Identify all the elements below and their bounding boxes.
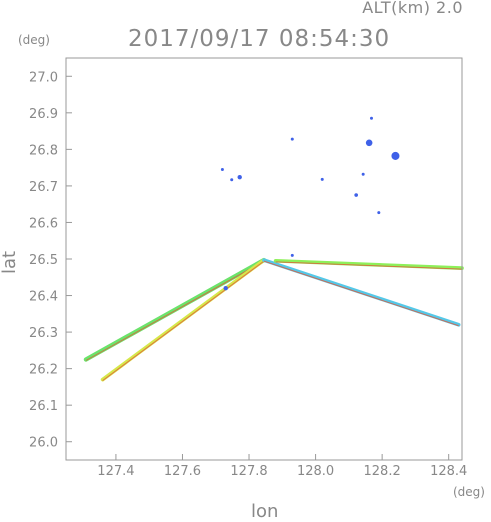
x-tick-label: 128.0 bbox=[297, 464, 334, 479]
echo-beam-edge-2 bbox=[102, 260, 265, 382]
altitude-label: ALT(km) 2.0 bbox=[362, 0, 463, 17]
echo-cell-12 bbox=[223, 286, 228, 291]
echo-cell-3 bbox=[220, 167, 224, 171]
echo-cell-5 bbox=[320, 177, 324, 181]
echo-beam-edge-1 bbox=[85, 260, 265, 361]
y-tick-label: 27.0 bbox=[29, 70, 58, 85]
y-axis-unit: (deg) bbox=[18, 33, 50, 47]
echo-cell-9 bbox=[354, 193, 359, 197]
echo-beam-2 bbox=[100, 258, 266, 382]
echo-cell-8 bbox=[361, 172, 365, 176]
echo-cell-13 bbox=[369, 116, 373, 120]
echo-cell-2 bbox=[230, 178, 234, 182]
y-tick-label: 26.6 bbox=[29, 216, 58, 231]
y-tick-label: 26.4 bbox=[29, 290, 58, 305]
x-tick-label: 128.2 bbox=[364, 464, 401, 479]
y-tick-label: 26.7 bbox=[29, 180, 58, 195]
echo-beam-edge-4 bbox=[275, 261, 463, 270]
x-tick-label: 127.6 bbox=[164, 464, 201, 479]
y-tick-label: 26.8 bbox=[29, 143, 58, 158]
timestamp-title: 2017/09/17 08:54:30 bbox=[128, 26, 391, 52]
y-tick-label: 26.9 bbox=[29, 107, 58, 122]
echo-beam-1 bbox=[83, 257, 267, 362]
y-tick-label: 26.2 bbox=[29, 363, 58, 378]
echo-cell-7 bbox=[391, 151, 400, 160]
echo-cell-1 bbox=[237, 174, 242, 180]
echo-layer bbox=[83, 116, 464, 382]
echo-beam-3 bbox=[262, 258, 461, 327]
y-tick-label: 26.3 bbox=[29, 326, 58, 341]
x-tick-label: 127.4 bbox=[97, 464, 134, 479]
echo-beam-4 bbox=[273, 258, 464, 270]
x-axis-unit: (deg) bbox=[453, 485, 485, 499]
y-tick-label: 26.1 bbox=[29, 399, 58, 414]
echo-beam-edge-3 bbox=[263, 260, 459, 327]
echo-cell-10 bbox=[377, 211, 381, 215]
echo-cell-4 bbox=[290, 137, 294, 141]
x-axis-label: lon bbox=[251, 501, 279, 522]
x-tick-label: 128.4 bbox=[430, 464, 467, 479]
axis-ticks: 127.4 127.6 127.8 128.0 128.2 128.4 26.0 26.1 26… bbox=[29, 70, 467, 479]
echo-cell-11 bbox=[290, 253, 294, 257]
y-tick-label: 26.0 bbox=[29, 436, 58, 451]
x-tick-label: 127.8 bbox=[230, 464, 267, 479]
y-tick-label: 26.5 bbox=[29, 253, 58, 268]
echo-cell-6 bbox=[365, 139, 373, 147]
